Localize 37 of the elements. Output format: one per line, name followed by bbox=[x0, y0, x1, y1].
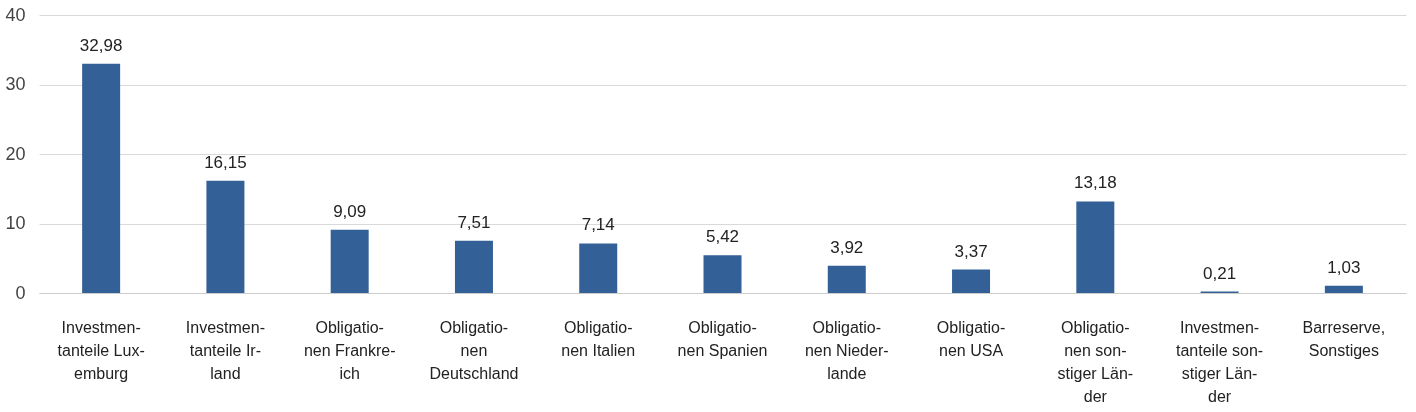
data-label: 32,98 bbox=[79, 35, 123, 55]
data-label: 7,51 bbox=[457, 212, 491, 232]
x-tick-label: Obligatio- nen son- stiger Län- der bbox=[1057, 318, 1134, 405]
bar bbox=[703, 255, 742, 293]
data-label: 7,14 bbox=[581, 215, 615, 235]
data-label: 13,18 bbox=[1074, 173, 1117, 193]
y-tick-label: 20 bbox=[5, 143, 26, 164]
bar bbox=[330, 229, 369, 293]
x-tick-label: Obligatio- nen USA bbox=[936, 318, 1006, 359]
bar bbox=[952, 269, 991, 293]
x-tick-label: Investmen- tanteile son- stiger Län- der bbox=[1176, 318, 1264, 405]
bar bbox=[454, 240, 493, 293]
x-tick-label: Obligatio- nen Deutschland bbox=[429, 318, 519, 382]
data-label: 1,03 bbox=[1327, 257, 1361, 277]
x-tick-label: Obligatio- nen Italien bbox=[561, 318, 636, 359]
bar bbox=[82, 63, 121, 293]
bar bbox=[1076, 201, 1115, 293]
bar bbox=[827, 265, 866, 293]
y-tick-label: 30 bbox=[5, 74, 26, 94]
data-label: 3,92 bbox=[830, 237, 864, 257]
data-label: 9,09 bbox=[333, 201, 367, 221]
data-label: 16,15 bbox=[204, 152, 247, 172]
x-tick-label: Obligatio- nen Nieder- lande bbox=[804, 318, 889, 382]
data-label: 3,37 bbox=[954, 241, 988, 261]
x-tick-label: Investmen- tanteile Lux- emburg bbox=[57, 318, 145, 382]
x-tick-label: Barreserve, Sonstiges bbox=[1302, 318, 1386, 359]
x-tick-label: Investmen- tanteile Ir- land bbox=[185, 318, 265, 382]
x-tick-label: Obligatio- nen Spanien bbox=[677, 318, 768, 359]
data-label: 0,21 bbox=[1203, 263, 1237, 283]
bar bbox=[1324, 285, 1363, 293]
y-tick-label: 40 bbox=[5, 4, 26, 25]
x-tick-label: Obligatio- nen Frankre- ich bbox=[303, 318, 396, 382]
y-tick-label: 0 bbox=[15, 282, 26, 303]
bar bbox=[206, 180, 245, 293]
bar bbox=[579, 243, 618, 293]
y-tick-label: 10 bbox=[5, 213, 26, 233]
data-label: 5,42 bbox=[705, 227, 740, 247]
